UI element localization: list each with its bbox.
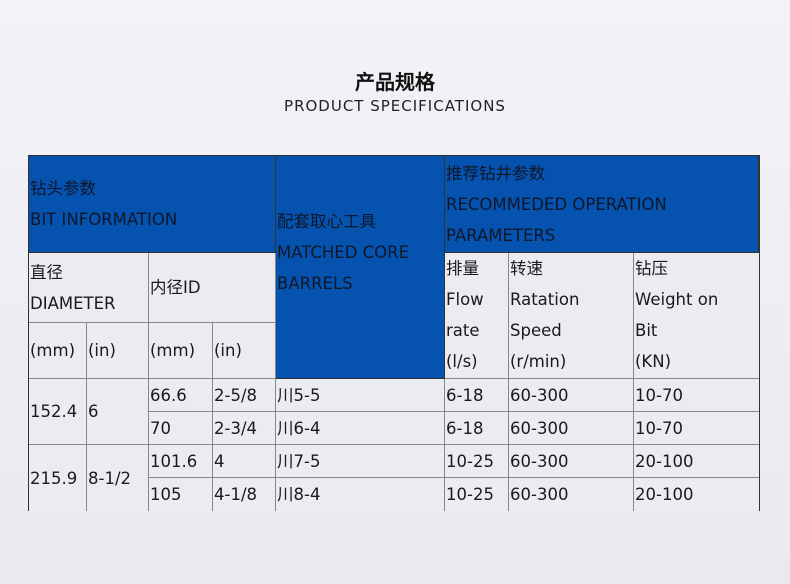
dia-cn: 直径 — [30, 262, 63, 282]
id-in-cell: 2-5/8 — [213, 379, 276, 412]
unit-in: (in) — [213, 323, 276, 379]
header-bit-information: 钻头参数 BIT INFORMATION — [29, 156, 276, 253]
page-title: 产品规格 — [355, 70, 435, 94]
wob-en2: Bit — [635, 321, 658, 340]
rec-en1: RECOMMEDED OPERATION — [446, 194, 667, 214]
header-diameter: 直径 DIAMETER — [29, 253, 149, 323]
flow-cell: 6-18 — [445, 379, 509, 412]
page-subtitle: PRODUCT SPECIFICATIONS — [284, 97, 506, 115]
header-inner-diameter: 内径ID — [149, 253, 276, 323]
speed-en: Ratation — [510, 290, 580, 309]
unit-in: (in) — [87, 323, 149, 379]
diameter-in-cell: 6 — [87, 379, 149, 445]
diameter-mm-cell: 215.9 — [29, 445, 87, 511]
unit-mm: (mm) — [29, 323, 87, 379]
flow-cell: 10-25 — [445, 445, 509, 478]
speed-en2: Speed — [510, 321, 562, 340]
diameter-mm-cell: 152.4 — [29, 379, 87, 445]
id-in-cell: 2-3/4 — [213, 412, 276, 445]
id-mm-cell: 101.6 — [149, 445, 213, 478]
wob-cn: 钻压 — [635, 259, 668, 278]
flow-en: Flow — [446, 290, 484, 309]
core-cell: 川8-4 — [276, 478, 445, 511]
header-flow-rate: 排量 Flow rate (l/s) — [445, 253, 509, 379]
unit-mm: (mm) — [149, 323, 213, 379]
flow-en2: rate — [446, 321, 480, 340]
id-mm-cell: 105 — [149, 478, 213, 511]
wob-cell: 20-100 — [634, 445, 759, 478]
flow-cn: 排量 — [446, 259, 479, 278]
core-cell: 川5-5 — [276, 379, 445, 412]
wob-en: Weight on — [635, 290, 719, 309]
header-recommended-parameters: 推荐钻井参数 RECOMMEDED OPERATION PARAMETERS — [445, 156, 759, 253]
header-weight-on-bit: 钻压 Weight on Bit (KN) — [634, 253, 759, 379]
speed-cell: 60-300 — [509, 478, 634, 511]
id-in-cell: 4 — [213, 445, 276, 478]
core-en2: BARRELS — [277, 273, 353, 293]
core-cn: 配套取心工具 — [277, 211, 376, 231]
flow-cell: 10-25 — [445, 478, 509, 511]
rec-en2: PARAMETERS — [446, 225, 556, 245]
wob-cell: 10-70 — [634, 412, 759, 445]
rec-cn: 推荐钻井参数 — [446, 163, 545, 183]
header-matched-core: 配套取心工具 MATCHED CORE BARRELS — [276, 156, 445, 379]
core-cell: 川6-4 — [276, 412, 445, 445]
speed-unit: (r/min) — [510, 352, 567, 371]
id-mm-cell: 70 — [149, 412, 213, 445]
header-rotation-speed: 转速 Ratation Speed (r/min) — [509, 253, 634, 379]
speed-cn: 转速 — [510, 259, 543, 278]
speed-cell: 60-300 — [509, 379, 634, 412]
speed-cell: 60-300 — [509, 412, 634, 445]
diameter-in-cell: 8-1/2 — [87, 445, 149, 511]
speed-cell: 60-300 — [509, 445, 634, 478]
bit-en: BIT INFORMATION — [30, 210, 178, 229]
flow-cell: 6-18 — [445, 412, 509, 445]
bit-cn: 钻头参数 — [30, 179, 96, 198]
id-mm-cell: 66.6 — [149, 379, 213, 412]
core-en1: MATCHED CORE — [277, 242, 410, 262]
wob-cell: 20-100 — [634, 478, 759, 511]
flow-unit: (l/s) — [446, 352, 478, 371]
id-in-cell: 4-1/8 — [213, 478, 276, 511]
core-cell: 川7-5 — [276, 445, 445, 478]
spec-table: 钻头参数 BIT INFORMATION 配套取心工具 MATCHED CORE… — [28, 155, 760, 511]
dia-en: DIAMETER — [30, 293, 116, 313]
wob-unit: (KN) — [635, 352, 672, 371]
wob-cell: 10-70 — [634, 379, 759, 412]
